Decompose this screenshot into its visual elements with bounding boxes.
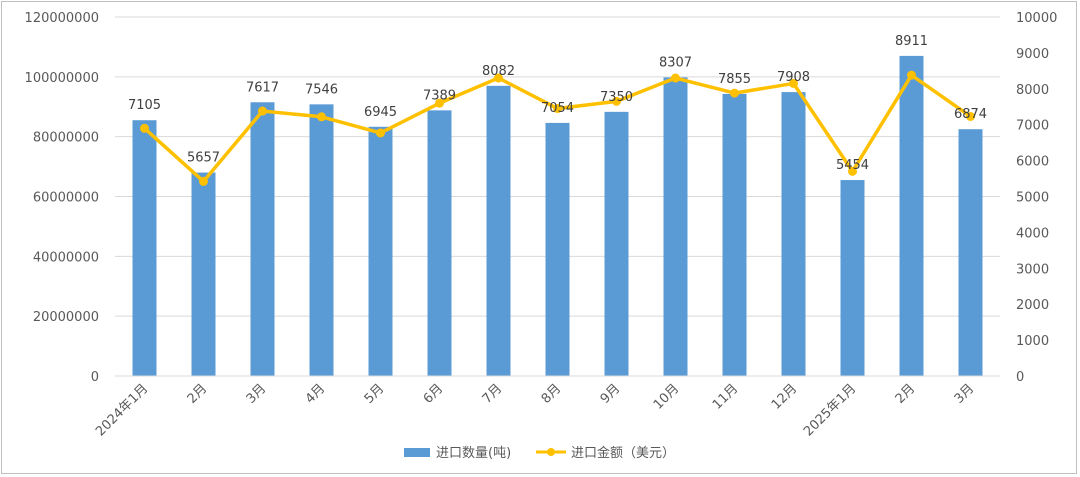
left-y-tick-label: 40000000 (33, 250, 99, 265)
data-label: 7546 (305, 82, 338, 97)
x-tick-label: 6月 (421, 381, 447, 407)
bar (309, 104, 334, 377)
line-point (317, 112, 326, 122)
x-axis: 2024年1月 2月 3月 4月 5月 6月 7月 8月 9月 10月 11月 12月 2025年1月 2… (93, 375, 1000, 439)
data-labels: 7105 5657 7617 7546 6945 7389 8082 7054 7350 8307… (128, 34, 987, 173)
right-y-tick-label: 2000 (1016, 298, 1049, 313)
x-tick-label: 2月 (893, 381, 919, 407)
x-tick-label: 10月 (651, 381, 682, 412)
line-point (494, 73, 503, 83)
x-tick-label: 9月 (598, 381, 624, 407)
data-label: 7908 (777, 70, 810, 85)
bar-series (132, 55, 983, 377)
right-y-tick-label: 3000 (1016, 262, 1049, 277)
left-y-tick-label: 100000000 (25, 71, 99, 86)
x-tick-label: 7月 (480, 381, 506, 407)
line-point (435, 98, 444, 108)
data-label: 7054 (541, 101, 574, 116)
line-point (848, 166, 857, 176)
x-tick-label: 4月 (303, 381, 329, 407)
line-point (907, 70, 916, 80)
data-label: 7855 (718, 72, 751, 87)
left-y-tick-label: 20000000 (33, 310, 99, 325)
legend-label-quantity: 进口数量(吨) (436, 446, 511, 461)
bar (840, 180, 865, 376)
data-label: 6874 (954, 107, 987, 122)
right-y-tick-label: 9000 (1016, 47, 1049, 62)
right-y-tick-label: 5000 (1016, 191, 1049, 206)
legend-swatch-bar (404, 448, 430, 457)
bar (250, 102, 275, 376)
line-point (258, 106, 267, 116)
right-y-tick-label: 1000 (1016, 334, 1049, 349)
line-point (789, 78, 798, 88)
x-tick-label: 11月 (710, 381, 741, 412)
bar (368, 126, 393, 377)
left-y-tick-label: 80000000 (33, 131, 99, 146)
x-tick-label: 3月 (244, 381, 270, 407)
line-point (376, 128, 385, 138)
line-point (553, 104, 562, 114)
left-y-tick-label: 60000000 (33, 191, 99, 206)
right-y-tick-label: 10000 (1016, 11, 1057, 26)
x-tick-label: 2月 (185, 381, 211, 407)
bar (722, 93, 747, 376)
bar (545, 122, 570, 376)
bar (132, 120, 157, 377)
legend: 进口数量(吨) 进口金额（美元） (404, 445, 675, 461)
data-label: 6945 (364, 105, 397, 120)
data-label: 8082 (482, 64, 515, 79)
bar (781, 92, 806, 377)
data-label: 7389 (423, 88, 456, 103)
left-y-tick-label: 120000000 (25, 11, 99, 26)
legend-label-amount: 进口金额（美元） (571, 445, 675, 461)
bar (604, 111, 629, 377)
bar (427, 110, 452, 376)
bar (899, 55, 924, 377)
line-point (671, 73, 680, 83)
bar (486, 85, 511, 376)
line-point (199, 176, 208, 186)
data-label: 5657 (187, 151, 220, 166)
right-y-axis: 0 1000 2000 3000 4000 5000 6000 7000 8000 9000 100… (1016, 11, 1057, 385)
right-y-tick-label: 4000 (1016, 226, 1049, 241)
bar (663, 77, 688, 376)
data-label: 7350 (600, 90, 633, 105)
right-y-tick-label: 8000 (1016, 83, 1049, 98)
left-y-tick-label: 0 (91, 370, 99, 385)
x-tick-label: 2024年1月 (93, 381, 151, 439)
legend-swatch-marker (547, 448, 555, 456)
line-point (612, 96, 621, 106)
x-tick-label: 3月 (952, 381, 978, 407)
bar (191, 172, 216, 376)
x-tick-label: 12月 (769, 381, 800, 412)
data-label: 8307 (659, 55, 692, 70)
line-series (140, 70, 975, 186)
left-y-axis: 0 20000000 40000000 60000000 80000000 1000000… (25, 11, 99, 385)
line-point (730, 88, 739, 98)
right-y-tick-label: 7000 (1016, 119, 1049, 134)
x-tick-label: 2025年1月 (801, 381, 859, 439)
right-y-tick-label: 6000 (1016, 155, 1049, 170)
x-tick-label: 8月 (539, 381, 565, 407)
x-tick-label: 5月 (362, 381, 388, 407)
right-y-tick-label: 0 (1016, 370, 1024, 385)
bar (958, 129, 983, 376)
line-point (140, 123, 149, 133)
data-label: 7105 (128, 98, 161, 113)
line-point (966, 111, 975, 121)
data-label: 5454 (836, 158, 869, 173)
data-label: 7617 (246, 80, 279, 95)
data-label: 8911 (895, 34, 928, 49)
